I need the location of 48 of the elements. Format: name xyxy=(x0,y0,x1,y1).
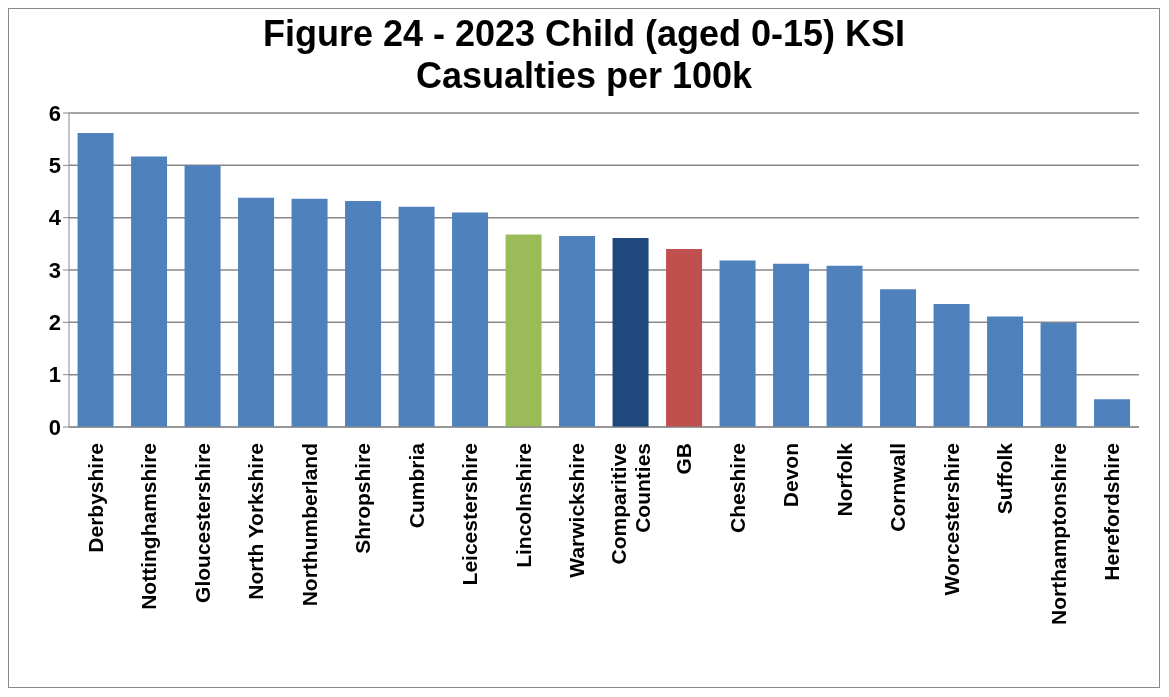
x-tick-label: Herefordshire xyxy=(1100,443,1124,581)
chart-title: Figure 24 - 2023 Child (aged 0-15) KSI Casualties per 100k xyxy=(261,13,907,97)
x-tick-label: Nottinghamshire xyxy=(137,443,161,610)
x-tick-label: Norfolk xyxy=(832,442,856,517)
y-tick-label: 6 xyxy=(48,100,61,126)
y-tick-label: 4 xyxy=(48,205,62,231)
x-tick-label: Devon xyxy=(779,443,803,508)
bar xyxy=(1040,322,1077,427)
bar xyxy=(345,200,382,427)
x-tick-label: Northumberland xyxy=(297,443,321,607)
bar xyxy=(291,198,328,427)
x-tick-label: Warwickshire xyxy=(565,443,589,578)
y-tick-label: 0 xyxy=(48,414,61,440)
x-tick-label: Leicestershire xyxy=(458,443,482,586)
bar xyxy=(559,235,596,427)
x-tick-label: Cumbria xyxy=(404,442,428,529)
bar xyxy=(826,265,863,427)
bar xyxy=(238,197,275,427)
y-tick-label: 5 xyxy=(48,153,61,179)
x-tick-label: GB xyxy=(672,443,696,475)
bar xyxy=(452,212,489,427)
x-tick-label: Derbyshire xyxy=(83,443,107,553)
bar xyxy=(184,165,221,427)
bar xyxy=(719,260,756,427)
x-tick-label: Gloucestershire xyxy=(190,443,214,603)
y-tick-label: 1 xyxy=(48,362,61,388)
bar xyxy=(1094,399,1131,427)
bar xyxy=(612,238,649,427)
x-tick-label: Cheshire xyxy=(725,443,749,533)
bar xyxy=(987,316,1024,427)
x-tick-label: Comparitive Counties xyxy=(606,443,654,565)
x-tick-label: Suffolk xyxy=(993,442,1017,515)
x-tick-label: North Yorkshire xyxy=(244,443,268,600)
x-tick-label: Cornwall xyxy=(886,443,910,532)
bar xyxy=(773,263,810,427)
bar xyxy=(505,234,542,427)
bar xyxy=(398,206,435,427)
x-tick-label: Worcestershire xyxy=(939,443,963,596)
bar xyxy=(131,156,168,427)
y-tick-label: 3 xyxy=(48,257,61,283)
bar xyxy=(666,249,703,427)
y-tick-label: 2 xyxy=(48,310,61,336)
bar xyxy=(933,304,970,427)
x-tick-label: Shropshire xyxy=(351,443,375,554)
bar xyxy=(77,132,114,427)
bar xyxy=(880,289,917,427)
x-tick-label: Lincolnshire xyxy=(511,443,535,568)
x-tick-label: Northamptonshire xyxy=(1046,443,1070,626)
